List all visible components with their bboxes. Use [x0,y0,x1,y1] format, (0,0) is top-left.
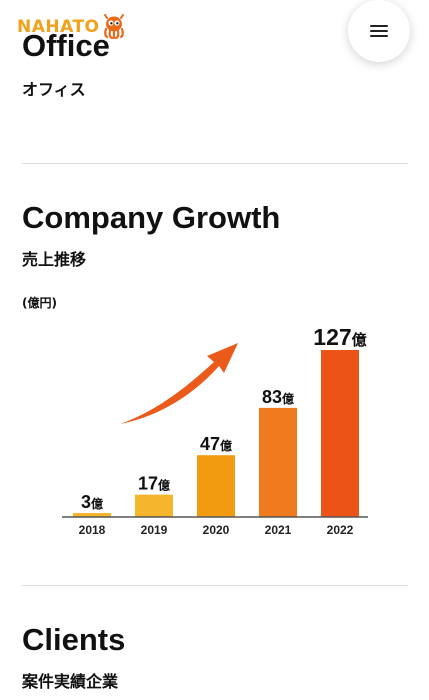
clients-subtitle: 案件実績企業 [22,672,119,691]
value-label-2021: 83億 [262,387,294,407]
chart-unit-label: (億円) [22,296,57,310]
category-label-2022: 2022 [327,523,354,537]
hamburger-menu-icon [370,25,388,37]
category-label-2018: 2018 [79,523,106,537]
bar-2021 [259,407,297,517]
growth-bar-chart: 3億 2018 17億 2019 47億 2020 83億 2021 127億 2022 [62,324,368,537]
bar-2020 [197,455,235,517]
bar-2022 [321,350,359,517]
category-label-2019: 2019 [141,523,168,537]
bar-2018 [73,513,111,517]
category-label-2020: 2020 [203,523,230,537]
value-label-2019: 17億 [138,474,170,494]
office-subtitle: オフィス [22,80,86,99]
bar-2019 [135,494,173,517]
value-label-2020: 47億 [200,434,232,454]
octopus-mascot-icon [103,14,124,40]
menu-button[interactable] [348,0,410,62]
category-label-2021: 2021 [265,523,292,537]
section-divider [22,585,408,586]
growth-subtitle: 売上推移 [22,250,87,269]
value-label-2018: 3億 [81,492,103,512]
logo-text: NAHATO [17,17,100,37]
nahato-logo[interactable]: NAHATO [17,14,127,40]
office-title: Office [22,28,110,63]
growth-title: Company Growth [22,200,281,235]
value-label-2022: 127億 [313,324,366,350]
trend-arrow-icon [120,343,238,424]
section-divider [22,163,408,164]
clients-title: Clients [22,622,126,657]
